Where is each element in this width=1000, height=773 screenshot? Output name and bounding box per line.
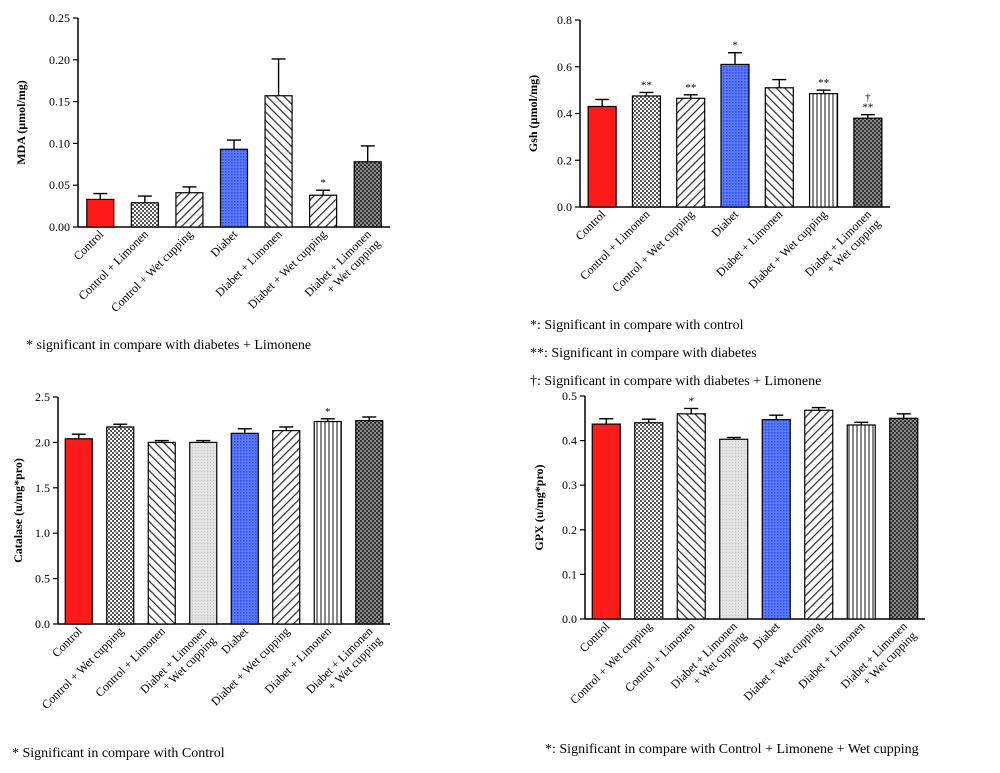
y-tick-label: 0.1: [562, 567, 577, 581]
bar: [64, 438, 93, 625]
y-tick-label: 0.25: [49, 11, 70, 25]
chart-mda: 0.00 0.05 0.10 0.15 0.20 0.25 MDA (µmol/mg) Con…: [14, 11, 390, 315]
bar: [846, 424, 876, 620]
y-tick-label: 0.4: [562, 434, 577, 448]
y-tick-label: 0.20: [49, 53, 70, 67]
bar: [804, 409, 834, 620]
y-tick-label: 2.0: [35, 435, 50, 449]
y-tick-label: 0.3: [562, 478, 577, 492]
x-category-label: Diabet + Wet cupping: [745, 207, 829, 291]
y-axis-label: GPX (u/mg*pro): [532, 464, 546, 550]
note-gpx: *: Significant in compare with Control +…: [545, 742, 919, 757]
y-tick-label: 1.0: [35, 526, 50, 540]
x-category-label: Diabet + Wet cupping: [741, 619, 825, 703]
x-category-label: Control: [572, 207, 608, 243]
x-category-label: Diabet: [709, 207, 742, 240]
bar: [808, 93, 839, 208]
significance-marker: *: [689, 395, 695, 407]
bar: [106, 426, 135, 625]
y-tick-label: 0.2: [557, 153, 572, 167]
bar: [313, 420, 342, 625]
significance-marker: †: [865, 92, 871, 104]
bar: [853, 117, 883, 208]
bar: [676, 413, 706, 620]
y-tick-label: 0.0: [562, 612, 577, 626]
x-category-label: Control: [577, 619, 613, 655]
y-tick-label: 0.15: [49, 95, 70, 109]
x-category-label: Control: [71, 227, 107, 263]
significance-marker: **: [641, 79, 652, 91]
y-tick-label: 0.0: [557, 200, 572, 214]
chart-gsh: 0.0 0.2 0.4 0.6 0.8 Gsh (µmol/mg) Control ** Con…: [526, 13, 890, 295]
note-gsh-1: *: Significant in compare with control: [530, 318, 744, 333]
bar: [309, 194, 338, 228]
significance-marker: **: [862, 102, 873, 114]
significance-marker: *: [732, 40, 738, 52]
note-gsh-3: †: Significant in compare with diabetes …: [530, 374, 822, 389]
x-category-label: Diabet: [218, 624, 251, 657]
y-tick-label: 0.4: [557, 107, 572, 121]
y-axis-label: Gsh (µmol/mg): [526, 75, 540, 152]
bar: [591, 423, 621, 620]
bar: [353, 161, 382, 228]
significance-marker: *: [320, 177, 326, 189]
chart-gpx: 0.0 0.1 0.2 0.3 0.4 0.5 GPX (u/mg*pro) ControlC…: [532, 389, 925, 707]
y-axis-label: MDA (µmol/mg): [14, 80, 28, 165]
y-tick-label: 0.0: [35, 617, 50, 631]
bar: [631, 95, 662, 208]
y-tick-label: 0.00: [49, 220, 70, 234]
significance-marker: **: [818, 77, 829, 89]
note-mda: * significant in compare with diabetes +…: [26, 338, 312, 353]
bar: [764, 87, 794, 208]
bar: [634, 422, 664, 620]
y-axis-label: Catalase (u/mg*pro): [11, 458, 25, 563]
y-tick-label: 0.5: [35, 572, 50, 586]
bar: [587, 105, 617, 208]
x-category-label: Control + Wet cupping: [108, 227, 196, 315]
x-category-label: Control + Wet cupping: [567, 619, 655, 707]
bar: [219, 148, 249, 228]
chart-catalase: 0.0 0.5 1.0 1.5 2.0 2.5 Catalase (u/mg*pro) Con…: [11, 390, 390, 712]
y-tick-label: 0.6: [557, 60, 572, 74]
bar: [720, 63, 750, 208]
significance-marker: *: [325, 406, 331, 418]
bar: [230, 432, 259, 625]
x-category-label: Diabet: [208, 227, 241, 260]
note-catalase: * Significant in compare with Control: [12, 746, 225, 761]
bar: [676, 97, 706, 208]
y-tick-label: 0.5: [562, 389, 577, 403]
bar: [761, 419, 791, 620]
bar: [175, 192, 204, 228]
bar: [147, 441, 176, 625]
bar: [355, 420, 384, 625]
bar: [719, 438, 749, 620]
y-tick-label: 0.8: [557, 13, 572, 27]
note-gsh-2: **: Significant in compare with diabetes: [530, 346, 757, 361]
x-category-label: Control: [49, 624, 85, 660]
bar: [264, 95, 293, 228]
y-tick-label: 2.5: [35, 390, 50, 404]
y-tick-label: 0.10: [49, 136, 70, 150]
y-tick-label: 1.5: [35, 481, 50, 495]
bar: [889, 417, 919, 620]
bar: [272, 429, 301, 625]
x-category-label: Control + Limonen: [92, 624, 167, 699]
x-category-label: Diabet + Wet cupping: [245, 227, 329, 311]
bar: [189, 441, 218, 625]
y-tick-label: 0.2: [562, 523, 577, 537]
significance-marker: **: [685, 82, 696, 94]
y-tick-label: 0.05: [49, 178, 70, 192]
bar: [130, 202, 159, 228]
x-category-label: Diabet + Wet cupping: [208, 624, 292, 708]
bar: [86, 198, 115, 228]
x-category-label: Control + Wet cupping: [609, 207, 697, 295]
x-category-label: Diabet: [750, 619, 783, 652]
